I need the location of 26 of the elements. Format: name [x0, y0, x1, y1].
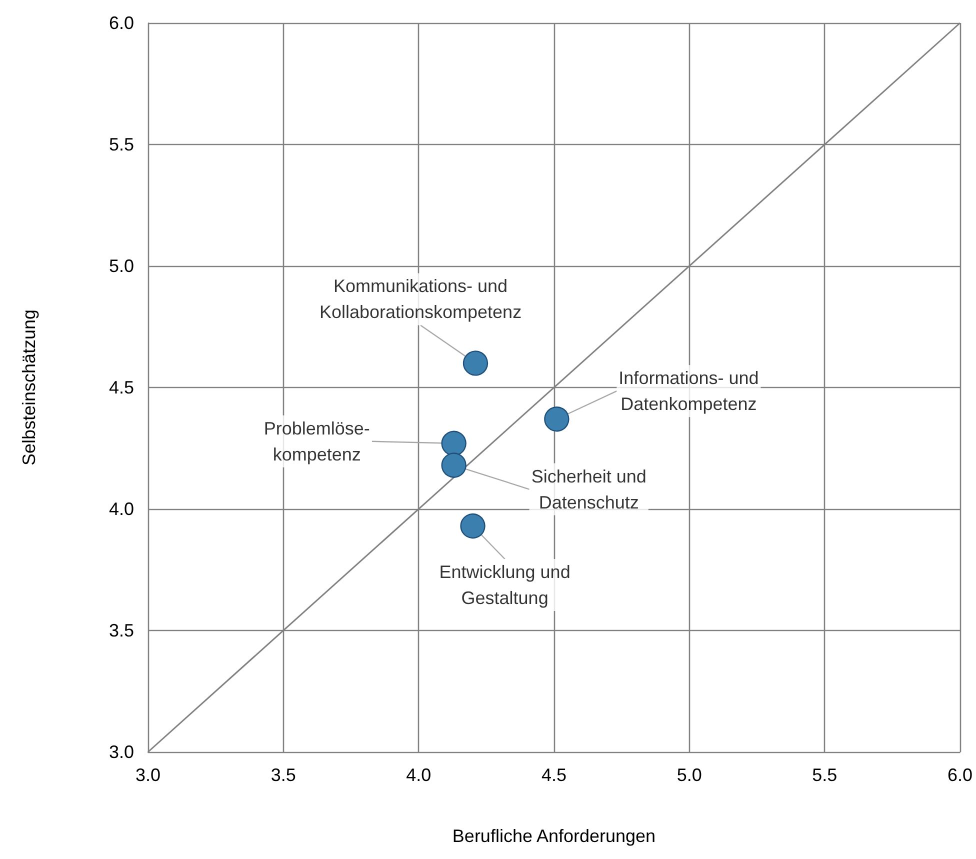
x-tick-label: 3.5 [270, 765, 296, 785]
y-axis-title: Selbsteinschätzung [19, 309, 39, 466]
point [462, 350, 488, 376]
x-axis-title: Berufliche Anforderungen [452, 826, 656, 846]
y-tick-label: 4.5 [108, 378, 134, 398]
x-tick-label: 6.0 [947, 765, 973, 785]
y-tick-label: 5.5 [108, 134, 134, 154]
point [460, 513, 486, 539]
annotation: Sicherheit und Datenschutz [531, 466, 646, 512]
x-tick-label: 3.0 [135, 765, 161, 785]
annotation: Kommunikations- und Kollaborationskompetenz [319, 276, 522, 322]
y-tick-label: 3.0 [108, 742, 134, 762]
y-tick-label: 5.0 [108, 256, 134, 276]
y-tick-label: 6.0 [108, 13, 134, 33]
x-tick-label: 4.5 [541, 765, 567, 785]
x-tick-label: 5.5 [812, 765, 838, 785]
point [441, 430, 466, 456]
x-tick-label: 5.0 [676, 765, 702, 785]
y-tick-label: 4.0 [108, 499, 134, 519]
point [544, 406, 570, 432]
annotation: Entwicklung und Gestaltung [439, 562, 570, 608]
annotation: Problemlöse- kompetenz [264, 418, 370, 464]
point [441, 452, 466, 478]
y-tick-label: 3.5 [108, 620, 134, 640]
annotation: Informations- und Datenkompetenz [618, 368, 759, 414]
x-tick-label: 4.0 [406, 765, 432, 785]
